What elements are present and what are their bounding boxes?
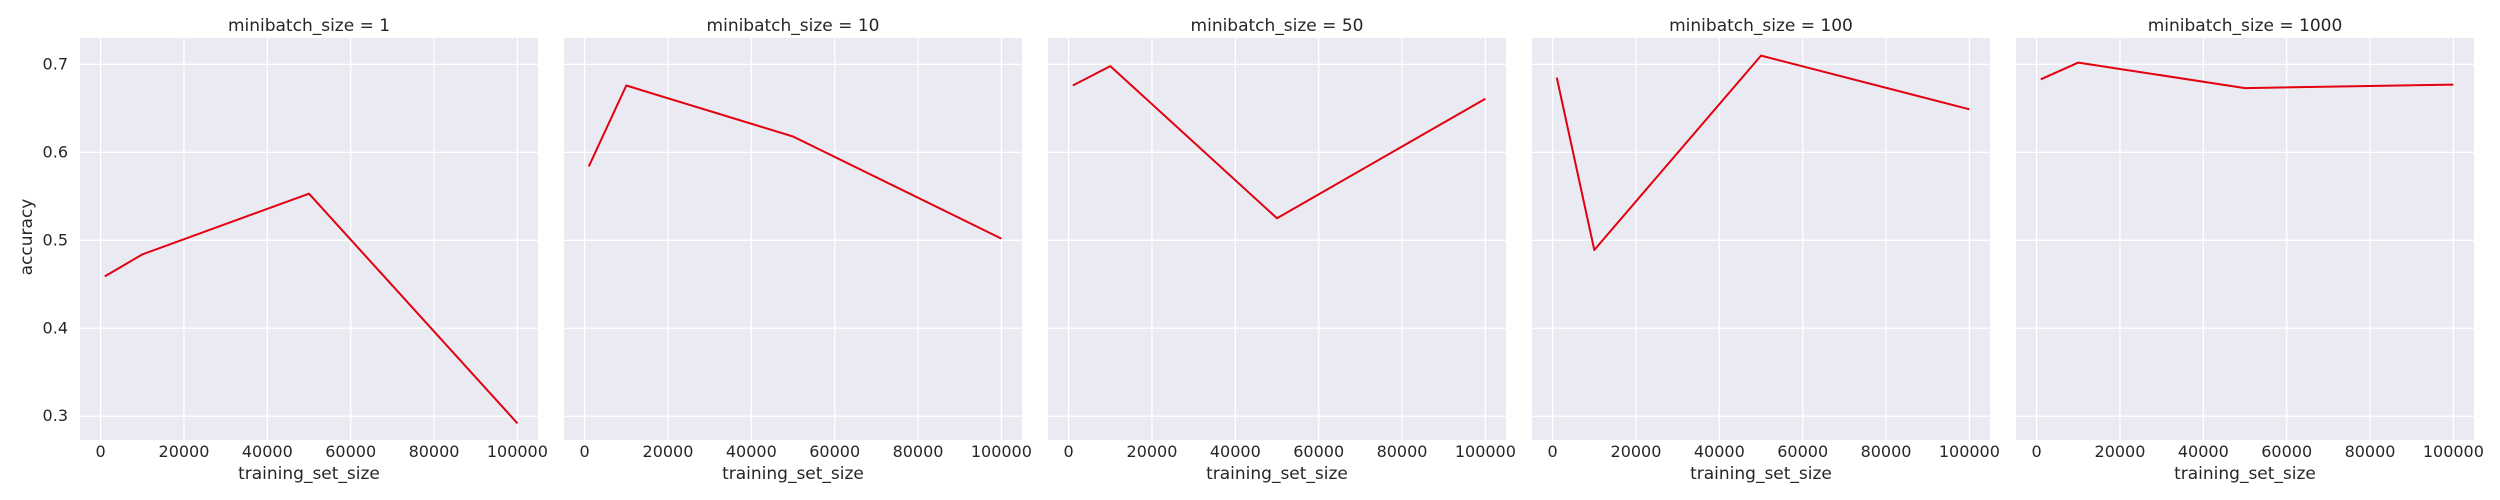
x-tick-label: 100000 bbox=[1939, 442, 2000, 461]
x-axis-label: training_set_size bbox=[722, 464, 864, 484]
facet-panel: minibatch_size = 1000 0 20000 40000 60000 800… bbox=[2016, 16, 2484, 484]
accuracy-line bbox=[1072, 65, 1486, 220]
x-tick-label: 60000 bbox=[1777, 442, 1828, 461]
facet-panel: minibatch_size = 100 0 20000 40000 60000 8000… bbox=[1532, 16, 2000, 484]
x-tick-label: 0 bbox=[96, 442, 106, 461]
x-tick-label: 80000 bbox=[409, 442, 460, 461]
x-tick-label: 80000 bbox=[2345, 442, 2396, 461]
x-tick-label: 0 bbox=[1064, 442, 1074, 461]
plot-background bbox=[2016, 38, 2474, 440]
y-axis-label: accuracy bbox=[17, 199, 37, 276]
accuracy-line bbox=[587, 84, 1002, 240]
x-tick-label: 40000 bbox=[1210, 442, 1261, 461]
facet-title: minibatch_size = 1000 bbox=[2148, 16, 2343, 36]
accuracy-line bbox=[2040, 61, 2454, 90]
y-tick-label: 0.5 bbox=[43, 230, 68, 249]
x-tick-label: 0 bbox=[580, 442, 590, 461]
x-axis-label: training_set_size bbox=[238, 464, 380, 484]
x-tick-label: 40000 bbox=[1694, 442, 1745, 461]
y-tick-label: 0.4 bbox=[43, 318, 68, 337]
x-tick-label: 0 bbox=[2032, 442, 2042, 461]
facet-title: minibatch_size = 50 bbox=[1191, 16, 1364, 36]
x-tick-label: 0 bbox=[1548, 442, 1558, 461]
y-tick-label: 0.6 bbox=[43, 142, 68, 161]
x-tick-label: 80000 bbox=[1377, 442, 1428, 461]
facet-title: minibatch_size = 100 bbox=[1669, 16, 1853, 36]
x-axis-label: training_set_size bbox=[1206, 464, 1348, 484]
x-tick-label: 40000 bbox=[726, 442, 777, 461]
plot-background bbox=[80, 38, 538, 440]
x-tick-label: 60000 bbox=[1293, 442, 1344, 461]
x-tick-label: 20000 bbox=[159, 442, 210, 461]
x-tick-label: 20000 bbox=[643, 442, 694, 461]
facet-panel: minibatch_size = 50 0 20000 40000 60000 80000… bbox=[1048, 16, 1516, 484]
plot-background bbox=[1048, 38, 1506, 440]
accuracy-line bbox=[104, 192, 519, 424]
x-tick-label: 100000 bbox=[2423, 442, 2484, 461]
x-axis-label: training_set_size bbox=[1690, 464, 1832, 484]
x-tick-label: 80000 bbox=[893, 442, 944, 461]
x-axis-label: training_set_size bbox=[2174, 464, 2316, 484]
facet-title: minibatch_size = 10 bbox=[707, 16, 880, 36]
x-tick-label: 40000 bbox=[242, 442, 293, 461]
x-tick-label: 80000 bbox=[1861, 442, 1912, 461]
facet-panel: minibatch_size = 10 0 20000 40000 60000 80000… bbox=[564, 16, 1032, 484]
accuracy-line bbox=[1555, 54, 1970, 251]
x-tick-label: 40000 bbox=[2178, 442, 2229, 461]
x-tick-label: 100000 bbox=[487, 442, 548, 461]
x-tick-label: 20000 bbox=[2095, 442, 2146, 461]
plot-background bbox=[564, 38, 1022, 440]
x-tick-label: 100000 bbox=[971, 442, 1032, 461]
facet-title: minibatch_size = 1 bbox=[228, 16, 390, 36]
x-tick-label: 60000 bbox=[325, 442, 376, 461]
y-tick-label: 0.3 bbox=[43, 406, 68, 425]
plot-background bbox=[1532, 38, 1990, 440]
facet-panel: minibatch_size = 1 0 20000 40000 60000 80000 1… bbox=[43, 16, 548, 484]
x-tick-label: 20000 bbox=[1127, 442, 1178, 461]
x-tick-label: 60000 bbox=[2261, 442, 2312, 461]
y-tick-label: 0.7 bbox=[43, 54, 68, 73]
x-tick-label: 20000 bbox=[1611, 442, 1662, 461]
x-tick-label: 100000 bbox=[1455, 442, 1516, 461]
x-tick-label: 60000 bbox=[809, 442, 860, 461]
